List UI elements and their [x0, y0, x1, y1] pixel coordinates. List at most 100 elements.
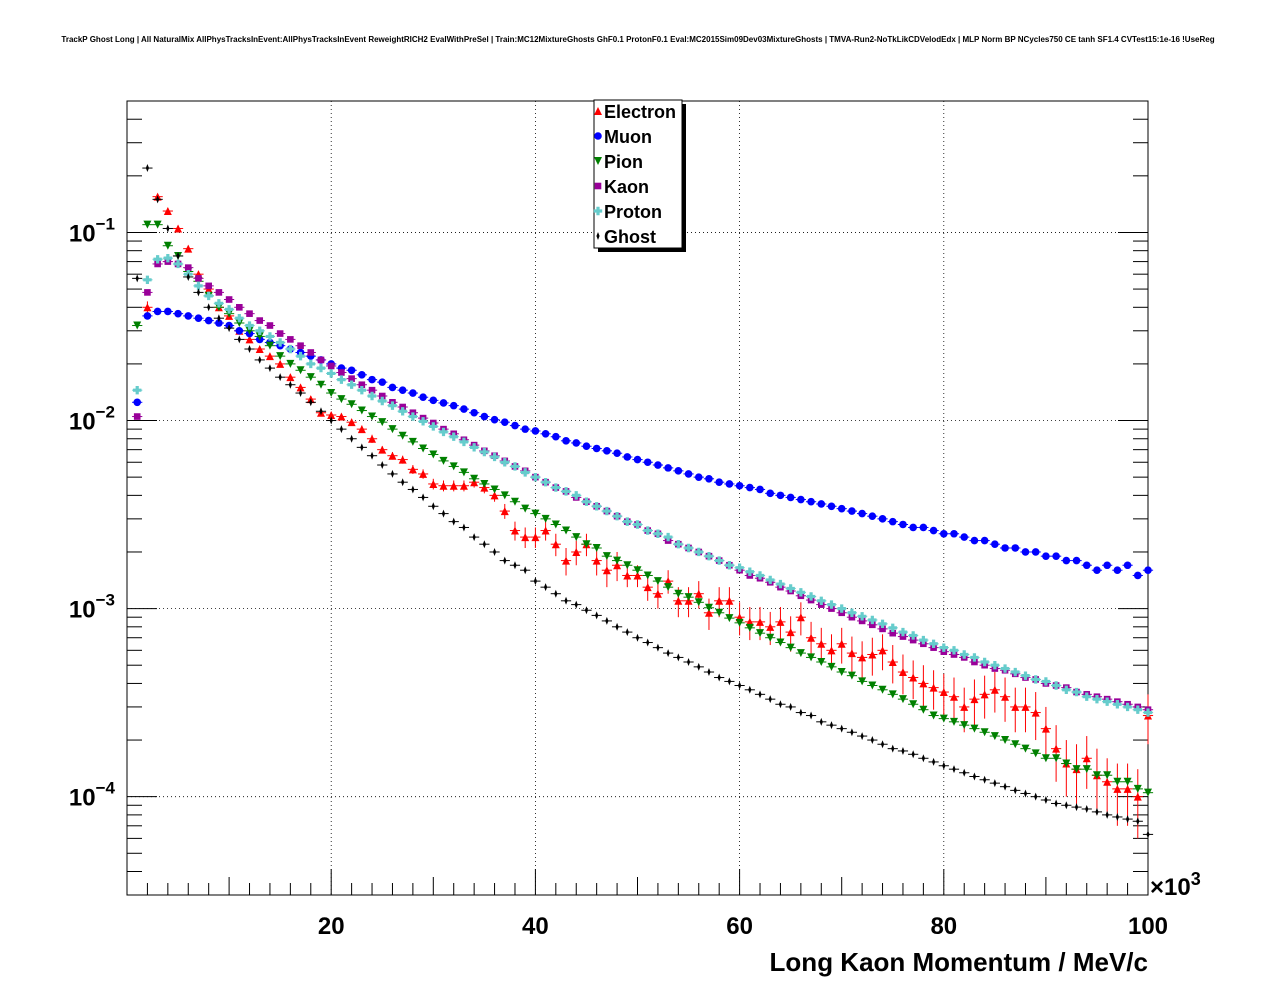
data-point-kaon — [399, 403, 406, 411]
data-point-electron — [929, 683, 938, 692]
data-point-ghost — [962, 768, 966, 777]
data-point-ghost — [156, 195, 160, 204]
data-point-electron — [847, 649, 856, 658]
data-point-electron — [817, 639, 826, 648]
data-point-pion — [1123, 777, 1132, 786]
data-point-electron — [653, 589, 662, 598]
data-point-muon — [1082, 561, 1091, 570]
data-point-pion — [429, 450, 438, 459]
data-point-proton — [500, 458, 509, 467]
data-point-ghost — [850, 728, 854, 737]
data-point-proton — [980, 657, 989, 667]
data-point-ghost — [584, 606, 589, 615]
data-point-electron — [592, 556, 601, 565]
data-point-muon — [1113, 566, 1122, 575]
data-point-ghost — [666, 649, 670, 658]
data-point-electron — [960, 702, 969, 711]
data-point-pion — [725, 614, 734, 623]
data-point-ghost — [1085, 804, 1089, 813]
data-point-muon — [1093, 566, 1101, 575]
data-point-proton — [418, 417, 428, 426]
data-point-electron — [368, 434, 377, 443]
data-point-pion — [623, 561, 632, 570]
data-point-electron — [510, 526, 519, 535]
data-point-ghost — [778, 700, 783, 709]
data-point-electron — [163, 207, 172, 216]
data-point-proton — [531, 472, 540, 482]
data-point-muon — [623, 453, 632, 461]
legend-marker-pion — [594, 157, 602, 165]
data-point-muon — [572, 439, 581, 447]
data-point-electron — [858, 653, 867, 662]
data-point-muon — [419, 393, 427, 402]
data-point-electron — [1082, 754, 1091, 763]
data-point-electron — [347, 418, 356, 427]
data-point-pion — [653, 577, 662, 586]
data-point-proton — [1041, 677, 1051, 686]
data-point-proton — [367, 391, 377, 401]
data-point-muon — [786, 493, 795, 502]
data-point-muon — [541, 429, 550, 438]
data-point-pion — [419, 444, 428, 453]
data-point-ghost — [1003, 782, 1007, 791]
series-kaon — [132, 258, 1154, 713]
data-point-proton — [1092, 694, 1102, 704]
data-point-ghost — [237, 335, 241, 344]
data-point-kaon — [358, 381, 366, 389]
data-point-ghost — [676, 653, 680, 662]
data-point-ghost — [390, 469, 395, 478]
data-point-proton — [1143, 708, 1153, 717]
data-point-ghost — [717, 673, 721, 682]
data-point-ghost — [1064, 801, 1068, 810]
data-point-pion — [378, 418, 387, 427]
data-point-proton — [745, 567, 755, 576]
data-point-electron — [664, 577, 673, 586]
data-point-muon — [940, 529, 948, 538]
data-point-pion — [255, 332, 264, 341]
data-point-pion — [888, 690, 897, 699]
data-point-proton — [1011, 667, 1020, 677]
data-point-pion — [704, 603, 713, 612]
data-point-ghost — [972, 772, 977, 781]
data-point-electron — [439, 481, 448, 490]
data-point-pion — [643, 571, 652, 580]
data-point-muon — [848, 507, 856, 515]
data-point-proton — [633, 520, 642, 529]
data-point-proton — [204, 291, 213, 301]
data-point-pion — [827, 662, 836, 671]
data-point-ghost — [697, 662, 701, 671]
data-point-pion — [1072, 765, 1081, 774]
data-point-proton — [602, 506, 612, 516]
data-point-ghost — [656, 643, 660, 652]
data-point-ghost — [564, 596, 568, 605]
data-point-proton — [357, 385, 367, 395]
data-point-electron — [868, 650, 877, 659]
data-point-electron — [602, 566, 611, 575]
data-point-proton — [224, 305, 234, 314]
data-point-kaon — [348, 375, 355, 382]
data-point-electron — [1133, 792, 1142, 801]
data-point-ghost — [625, 628, 629, 637]
data-point-ghost — [880, 740, 885, 749]
x-tick-label: 80 — [930, 913, 957, 940]
data-point-ghost — [472, 533, 476, 542]
data-point-pion — [510, 497, 519, 506]
data-point-electron — [459, 481, 468, 490]
data-point-electron — [419, 469, 428, 478]
data-point-proton — [459, 437, 469, 447]
data-point-ghost — [186, 272, 190, 281]
data-point-pion — [296, 366, 305, 375]
series-pion — [132, 220, 1154, 797]
data-point-electron — [357, 425, 366, 434]
data-point-proton — [908, 631, 918, 640]
data-point-kaon — [225, 296, 233, 303]
data-point-ghost — [870, 736, 874, 745]
data-point-pion — [439, 456, 448, 465]
data-point-ghost — [247, 345, 252, 354]
data-point-muon — [204, 316, 213, 325]
data-point-kaon — [184, 264, 192, 271]
y-tick-label: 10−3 — [69, 591, 115, 624]
data-point-pion — [1021, 744, 1030, 753]
data-point-proton — [960, 650, 969, 659]
